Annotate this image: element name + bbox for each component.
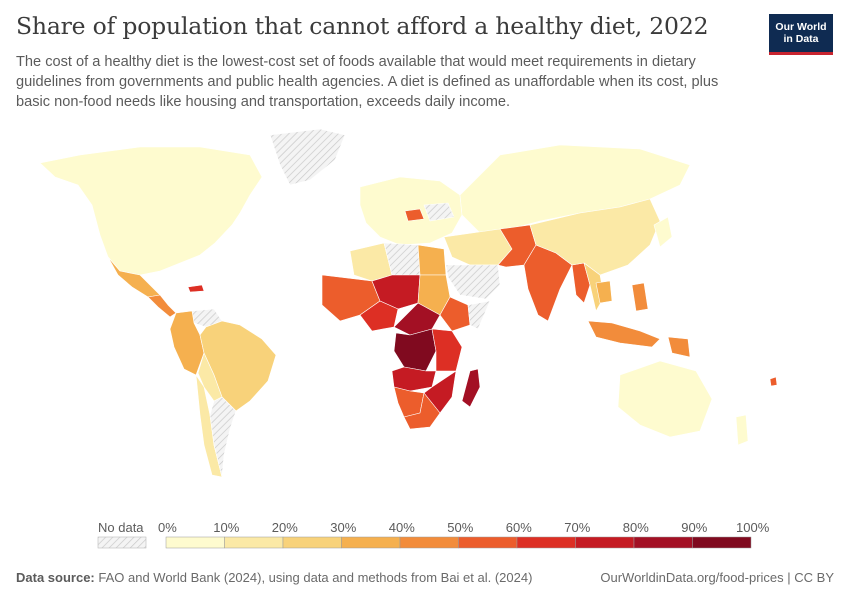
region-central-america[interactable]: [147, 294, 177, 318]
region-japan-korea[interactable]: [653, 216, 673, 248]
page-title: Share of population that cannot afford a…: [16, 12, 709, 40]
data-source-label: Data source:: [16, 570, 95, 585]
world-map[interactable]: [0, 125, 850, 505]
footer: Data source: FAO and World Bank (2024), …: [16, 570, 834, 585]
region-namibia-botswana[interactable]: [393, 386, 425, 418]
region-egypt[interactable]: [417, 244, 447, 276]
region-drc[interactable]: [393, 328, 437, 372]
legend-bin[interactable]: [224, 536, 284, 549]
region-china[interactable]: [529, 198, 661, 276]
region-saudi-arabia[interactable]: [445, 264, 501, 300]
legend-tick-label: 10%: [213, 520, 240, 535]
region-indonesia[interactable]: [587, 320, 661, 348]
region-greenland[interactable]: [269, 128, 346, 186]
region-australia[interactable]: [617, 360, 713, 438]
region-south-africa[interactable]: [403, 392, 441, 430]
region-ukraine[interactable]: [423, 202, 455, 222]
legend-tick-label: 0%: [158, 520, 177, 535]
region-new-zealand[interactable]: [735, 414, 749, 446]
logo-line-1: Our World: [775, 21, 827, 33]
region-argentina[interactable]: [209, 396, 237, 478]
region-nigeria[interactable]: [359, 300, 399, 332]
region-romania[interactable]: [404, 208, 425, 222]
world-map-svg[interactable]: [0, 125, 850, 505]
legend-no-data-swatch[interactable]: [97, 536, 147, 549]
region-angola-zambia[interactable]: [391, 366, 437, 392]
legend-tick-label: 50%: [447, 520, 474, 535]
legend-bin[interactable]: [165, 536, 225, 549]
region-central-africa[interactable]: [393, 302, 441, 336]
legend-bin[interactable]: [575, 536, 635, 549]
region-philippines[interactable]: [631, 282, 649, 312]
legend-bin[interactable]: [516, 536, 576, 549]
legend-bin[interactable]: [282, 536, 342, 549]
region-vanuatu[interactable]: [769, 376, 778, 387]
region-somalia[interactable]: [467, 300, 491, 330]
legend-no-data-label: No data: [98, 520, 144, 535]
region-kenya-tanzania[interactable]: [431, 328, 463, 372]
legend-tick-label: 30%: [330, 520, 357, 535]
region-canada-usa[interactable]: [39, 146, 263, 276]
source-url[interactable]: OurWorldinData.org/food-prices | CC BY: [600, 570, 834, 585]
region-middle-east[interactable]: [443, 228, 513, 266]
legend-tick-label: 20%: [271, 520, 298, 535]
legend-tick-label: 70%: [564, 520, 591, 535]
legend-bin[interactable]: [458, 536, 518, 549]
legend-tick-label: 60%: [505, 520, 532, 535]
owid-logo[interactable]: Our World in Data: [769, 14, 833, 55]
region-mozambique[interactable]: [423, 370, 457, 414]
region-haiti[interactable]: [187, 284, 205, 293]
legend-tick-label: 40%: [388, 520, 415, 535]
legend-bin[interactable]: [399, 536, 459, 549]
legend-bin[interactable]: [341, 536, 401, 549]
region-colombia-peru[interactable]: [169, 310, 205, 376]
page-subtitle: The cost of a healthy diet is the lowest…: [16, 54, 719, 110]
legend-tick-label: 100%: [736, 520, 770, 535]
legend-tick-label: 90%: [681, 520, 708, 535]
legend-bin[interactable]: [692, 536, 752, 549]
legend-tick-label: 80%: [622, 520, 649, 535]
legend-scale: [97, 536, 752, 549]
region-png[interactable]: [667, 336, 691, 358]
color-legend: No data 0% 10% 20% 30% 40% 50% 60% 70% 80% 90% 100…: [0, 515, 850, 555]
region-laos-cambodia[interactable]: [595, 280, 613, 304]
logo-line-2: in Data: [783, 33, 819, 45]
data-source: Data source: FAO and World Bank (2024), …: [16, 570, 532, 585]
legend-bin[interactable]: [633, 536, 693, 549]
region-madagascar[interactable]: [461, 368, 481, 408]
data-source-text: FAO and World Bank (2024), using data an…: [98, 570, 533, 585]
